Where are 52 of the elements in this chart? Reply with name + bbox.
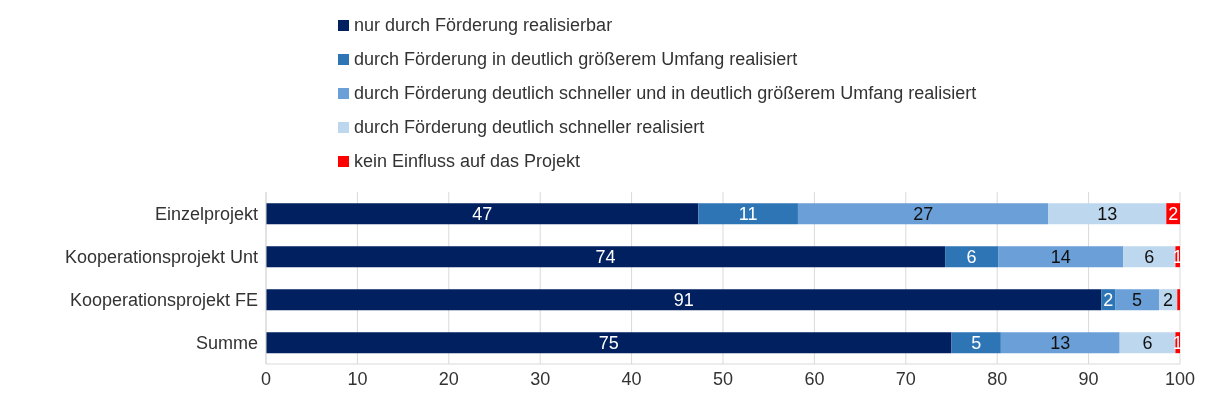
- bar: [797, 203, 1049, 225]
- x-tick-label: 50: [712, 368, 734, 389]
- x-tick-label: 20: [438, 368, 459, 389]
- legend-label: nur durch Förderung realisierbar: [354, 14, 613, 36]
- data-label: 27: [913, 204, 934, 225]
- data-label: 2: [1103, 290, 1114, 311]
- legend-label: durch Förderung in deutlich größerem Umfang realisiert: [354, 48, 798, 70]
- bar: [1119, 332, 1176, 354]
- bar: [266, 289, 1102, 311]
- data-label: 13: [1097, 204, 1118, 225]
- data-label: 13: [1050, 333, 1071, 354]
- legend-label: durch Förderung deutlich schneller und in deutlich größerem Umfang realisiert: [354, 82, 977, 104]
- y-tick-label: Einzelprojekt: [154, 203, 258, 224]
- x-tick-label: 60: [804, 368, 825, 389]
- bar: [1115, 289, 1159, 311]
- x-tick-label: 100: [1164, 368, 1196, 389]
- bar: [1048, 203, 1167, 225]
- bar: [1000, 332, 1120, 354]
- data-label: 11: [738, 204, 758, 225]
- data-label: 2: [1168, 204, 1179, 225]
- x-tick-label: 40: [621, 368, 642, 389]
- x-tick-label: 10: [347, 368, 368, 389]
- data-label: 75: [598, 333, 619, 354]
- legend-label: durch Förderung deutlich schneller realisiert: [354, 116, 705, 138]
- bar: [998, 246, 1124, 268]
- bar: [1123, 246, 1176, 268]
- data-label: 14: [1050, 247, 1071, 268]
- data-label: 5: [1132, 290, 1143, 311]
- legend-label: kein Einfluss auf das Projekt: [354, 150, 581, 172]
- bar: [951, 332, 1001, 354]
- bar: [266, 332, 952, 354]
- data-label: 2: [1163, 290, 1174, 311]
- data-label: 6: [1144, 247, 1155, 268]
- data-label: 6: [1142, 333, 1153, 354]
- data-label: 5: [971, 333, 982, 354]
- x-tick-label: 0: [260, 368, 272, 389]
- data-label: 47: [472, 204, 493, 225]
- x-tick-label: 70: [895, 368, 916, 389]
- y-tick-label: Kooperationsprojekt Unt: [64, 246, 258, 267]
- bar: [698, 203, 798, 225]
- data-label: 6: [966, 247, 977, 268]
- bar: [266, 203, 699, 225]
- x-tick-label: 80: [987, 368, 1008, 389]
- data-label: 91: [673, 290, 694, 311]
- bar: [266, 246, 946, 268]
- data-label: 74: [595, 247, 616, 268]
- bar: [945, 246, 999, 268]
- y-tick-label: Summe: [195, 332, 258, 353]
- y-tick-label: Kooperationsprojekt FE: [69, 289, 258, 310]
- bar: [1177, 289, 1180, 311]
- x-tick-label: 90: [1078, 368, 1099, 389]
- x-tick-label: 30: [530, 368, 551, 389]
